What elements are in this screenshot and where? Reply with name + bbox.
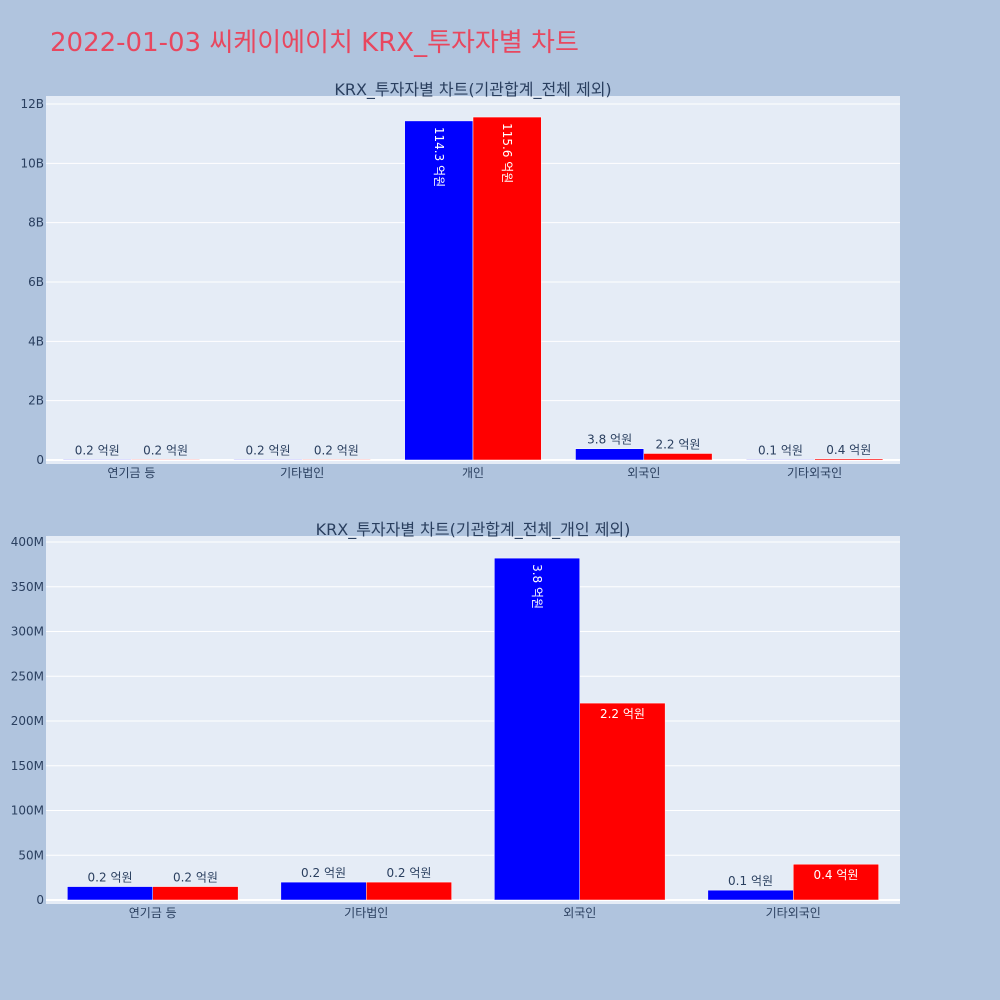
chart2-title: KRX_투자자별 차트(기관합계_전체_개인 제외) [316, 520, 631, 540]
chart2-ytick-label: 150M [11, 759, 44, 773]
chart1-ytick-label: 10B [20, 156, 44, 170]
chart1-data-label: 0.2 억원 [246, 443, 291, 457]
chart2-xtick-label: 기타외국인 [766, 906, 821, 920]
chart2-ytick-label: 200M [11, 714, 44, 728]
chart2-data-label: 3.8 억원 [530, 564, 544, 609]
chart1-ytick-label: 8B [28, 216, 44, 230]
chart1-xtick-label: 외국인 [627, 466, 660, 480]
chart2-ytick-label: 50M [18, 848, 44, 862]
chart2-xtick-label: 기타법인 [344, 906, 388, 920]
chart1-data-label: 0.2 억원 [143, 443, 188, 457]
chart1-bar [233, 459, 303, 461]
chart1-data-label: 3.8 억원 [587, 433, 632, 447]
chart2-data-label: 0.4 억원 [813, 868, 858, 882]
chart1-bar [301, 459, 371, 461]
chart2-data-label: 0.2 억원 [386, 866, 431, 880]
chart2-bar [494, 557, 581, 901]
page-title: 2022-01-03 씨케이에이치 KRX_투자자별 차트 [50, 28, 579, 58]
chart1-bar [575, 448, 645, 461]
chart2-xtick-label: 외국인 [563, 906, 596, 920]
chart1-data-label: 2.2 억원 [655, 437, 700, 451]
chart1-data-label: 0.4 억원 [826, 443, 871, 457]
chart1-data-label: 114.3 억원 [432, 127, 446, 187]
chart1-title: KRX_투자자별 차트(기관합계_전체 제외) [334, 80, 611, 100]
chart2-bar [67, 886, 153, 901]
chart2-ytick-label: 100M [11, 804, 44, 818]
chart1-ytick-label: 0 [36, 453, 44, 467]
chart2-data-label: 0.2 억원 [301, 866, 346, 880]
chart1-xtick-label: 기타법인 [280, 466, 324, 480]
chart2-data-label: 0.2 억원 [173, 871, 218, 885]
chart1-ytick-label: 4B [28, 334, 44, 348]
chart1-bar [814, 458, 884, 461]
chart1-bar [746, 459, 815, 461]
chart1-data-label: 0.2 억원 [314, 443, 359, 457]
chart2-bar [793, 863, 879, 901]
chart2-bar [152, 886, 239, 901]
chart1-bar [131, 459, 200, 461]
chart2-bar [280, 881, 367, 901]
chart2-data-label: 0.2 억원 [88, 871, 133, 885]
chart2-ytick-label: 0 [36, 893, 44, 907]
chart1-ytick-label: 6B [28, 275, 44, 289]
chart2-ytick-label: 250M [11, 669, 44, 683]
chart2-data-label: 0.1 억원 [728, 874, 773, 888]
chart1-xtick-label: 개인 [462, 466, 484, 480]
chart1-ytick-label: 2B [28, 394, 44, 408]
chart1-bar [643, 453, 713, 461]
chart1-ytick-label: 12B [20, 97, 44, 111]
chart1-data-label: 115.6 억원 [500, 123, 514, 183]
chart1-data-label: 0.1 억원 [758, 443, 803, 457]
chart1-data-label: 0.2 억원 [75, 443, 120, 457]
chart1-bar [62, 459, 132, 461]
chart2-plot-area [46, 536, 900, 904]
chart2-ytick-label: 400M [11, 535, 44, 549]
chart2-bar [366, 881, 452, 901]
chart2-xtick-label: 연기금 등 [129, 906, 177, 920]
chart1-bar [404, 120, 474, 461]
chart2-bar [579, 702, 666, 901]
chart1-xtick-label: 기타외국인 [787, 466, 842, 480]
chart2-bar [707, 889, 794, 901]
chart2-data-label: 2.2 억원 [600, 707, 645, 721]
chart1-bar [472, 116, 542, 461]
chart2-ytick-label: 350M [11, 580, 44, 594]
chart2-ytick-label: 300M [11, 625, 44, 639]
chart1-xtick-label: 연기금 등 [107, 466, 155, 480]
